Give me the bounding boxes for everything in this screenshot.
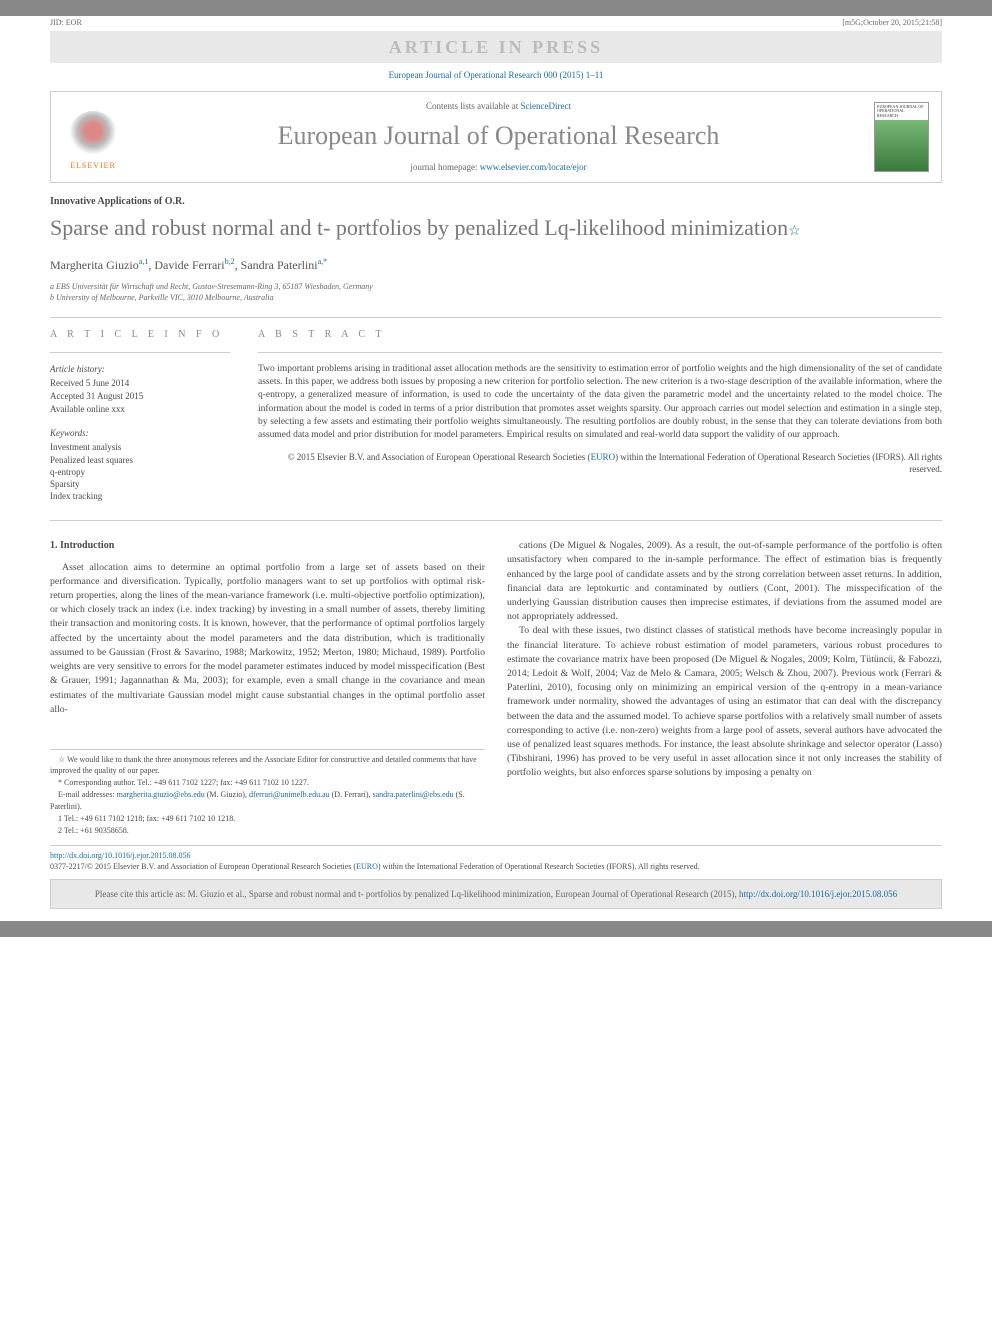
keyword-3: q-entropy [50,466,230,478]
euro-link-2[interactable]: EURO [356,862,378,871]
top-grey-bar [0,0,992,16]
footnote-tel2: 2 Tel.: +61 90358658. [50,825,485,836]
footnote-tel1: 1 Tel.: +49 611 7102 1218; fax: +49 611 … [50,813,485,824]
keyword-1: Investment analysis [50,441,230,453]
abstract-text: Two important problems arising in tradit… [258,363,942,443]
keywords-label: Keywords: [50,427,230,439]
title-star-icon: ☆ [788,224,801,239]
divider-top [50,317,942,318]
body-col-right: cations (De Miguel & Nogales, 2009). As … [507,539,942,837]
col2-para-1: cations (De Miguel & Nogales, 2009). As … [507,539,942,624]
intro-heading: 1. Introduction [50,539,485,553]
affiliation-b: b University of Melbourne, Parkville VIC… [50,292,942,303]
homepage-line: journal homepage: www.elsevier.com/locat… [135,161,862,173]
jid-row: JID: EOR [m5G;October 20, 2015;21:58] [0,16,992,31]
abstract-divider [258,352,942,353]
copyright-2: ) within the International Federation of… [615,452,942,475]
elsevier-logo: ELSEVIER [63,102,123,172]
affiliation-a: a EBS Universität für Wirtschaft und Rec… [50,281,942,292]
author-1: Margherita Giuzio [50,258,139,272]
header-center: Contents lists available at ScienceDirec… [135,100,862,173]
email-2[interactable]: dferrari@unimelb.edu.au [249,790,330,799]
email-label: E-mail addresses: [58,790,117,799]
journal-header-box: ELSEVIER Contents lists available at Sci… [50,91,942,182]
cite-doi-link[interactable]: http://dx.doi.org/10.1016/j.ejor.2015.08… [739,889,897,899]
email-3[interactable]: sandra.paterlini@ebs.edu [373,790,454,799]
keyword-4: Sparsity [50,478,230,490]
accepted-date: Accepted 31 August 2015 [50,390,230,402]
homepage-prefix: journal homepage: [410,162,479,172]
doi-section: http://dx.doi.org/10.1016/j.ejor.2015.08… [50,845,942,872]
body-col-left: 1. Introduction Asset allocation aims to… [50,539,485,837]
abstract-heading: A B S T R A C T [258,328,942,342]
footnote-emails: E-mail addresses: margherita.giuzio@ebs.… [50,789,485,811]
article-title: Sparse and robust normal and t- portfoli… [50,214,942,243]
doi-link[interactable]: http://dx.doi.org/10.1016/j.ejor.2015.08… [50,851,191,860]
bottom-grey-bar [0,921,992,937]
received-date: Received 5 June 2014 [50,377,230,389]
contents-prefix: Contents lists available at [426,101,520,111]
body-columns: 1. Introduction Asset allocation aims to… [50,539,942,837]
issn-line: 0377-2217/© 2015 Elsevier B.V. and Assoc… [50,861,942,872]
affiliations: a EBS Universität für Wirtschaft und Rec… [50,281,942,303]
footnote-star: ☆ We would like to thank the three anony… [50,754,485,776]
jid-left: JID: EOR [50,18,82,29]
info-divider [50,352,230,353]
keyword-5: Index tracking [50,490,230,502]
homepage-link[interactable]: www.elsevier.com/locate/ejor [480,162,587,172]
copyright-1: © 2015 Elsevier B.V. and Association of … [288,452,591,462]
info-abstract-row: A R T I C L E I N F O Article history: R… [50,328,942,502]
article-info-column: A R T I C L E I N F O Article history: R… [50,328,230,502]
history-label: Article history: [50,363,230,375]
euro-link[interactable]: EURO [591,452,616,462]
elsevier-tree-icon [68,111,118,161]
cite-text: Please cite this article as: M. Giuzio e… [95,889,739,899]
author-2: Davide Ferrari [154,258,224,272]
col2-para-2: To deal with these issues, two distinct … [507,624,942,780]
citation-box: Please cite this article as: M. Giuzio e… [50,879,942,910]
online-date: Available online xxx [50,403,230,415]
abstract-column: A B S T R A C T Two important problems a… [258,328,942,502]
article-info-heading: A R T I C L E I N F O [50,328,230,342]
issn-suffix: ) within the International Federation of… [378,862,700,871]
intro-para-1: Asset allocation aims to determine an op… [50,561,485,717]
footnotes: ☆ We would like to thank the three anony… [50,749,485,836]
author-3: Sandra Paterlini [241,258,318,272]
main-content: Innovative Applications of O.R. Sparse a… [0,195,992,873]
footnote-corresp: * Corresponding author. Tel.: +49 611 71… [50,777,485,788]
journal-title: European Journal of Operational Research [135,118,862,153]
abstract-copyright: © 2015 Elsevier B.V. and Association of … [258,451,942,476]
issn-prefix: 0377-2217/© 2015 Elsevier B.V. and Assoc… [50,862,356,871]
sciencedirect-link[interactable]: ScienceDirect [521,101,571,111]
article-in-press-banner: ARTICLE IN PRESS [50,31,942,63]
email-1[interactable]: margherita.giuzio@ebs.edu [117,790,205,799]
divider-bottom [50,520,942,521]
title-text: Sparse and robust normal and t- portfoli… [50,215,788,240]
author-2-marks: b,2 [225,257,235,266]
keyword-2: Penalized least squares [50,454,230,466]
journal-reference: European Journal of Operational Research… [0,63,992,87]
email-1-paren: (M. Giuzio), [205,790,249,799]
email-2-paren: (D. Ferrari), [330,790,373,799]
jid-right: [m5G;October 20, 2015;21:58] [842,18,942,29]
contents-line: Contents lists available at ScienceDirec… [135,100,862,112]
author-3-marks: a,* [318,257,328,266]
elsevier-label: ELSEVIER [70,161,116,172]
section-label: Innovative Applications of O.R. [50,195,942,209]
ejor-cover-thumbnail [874,102,929,172]
author-1-marks: a,1 [139,257,149,266]
authors-line: Margherita Giuzioa,1, Davide Ferrarib,2,… [50,257,942,273]
